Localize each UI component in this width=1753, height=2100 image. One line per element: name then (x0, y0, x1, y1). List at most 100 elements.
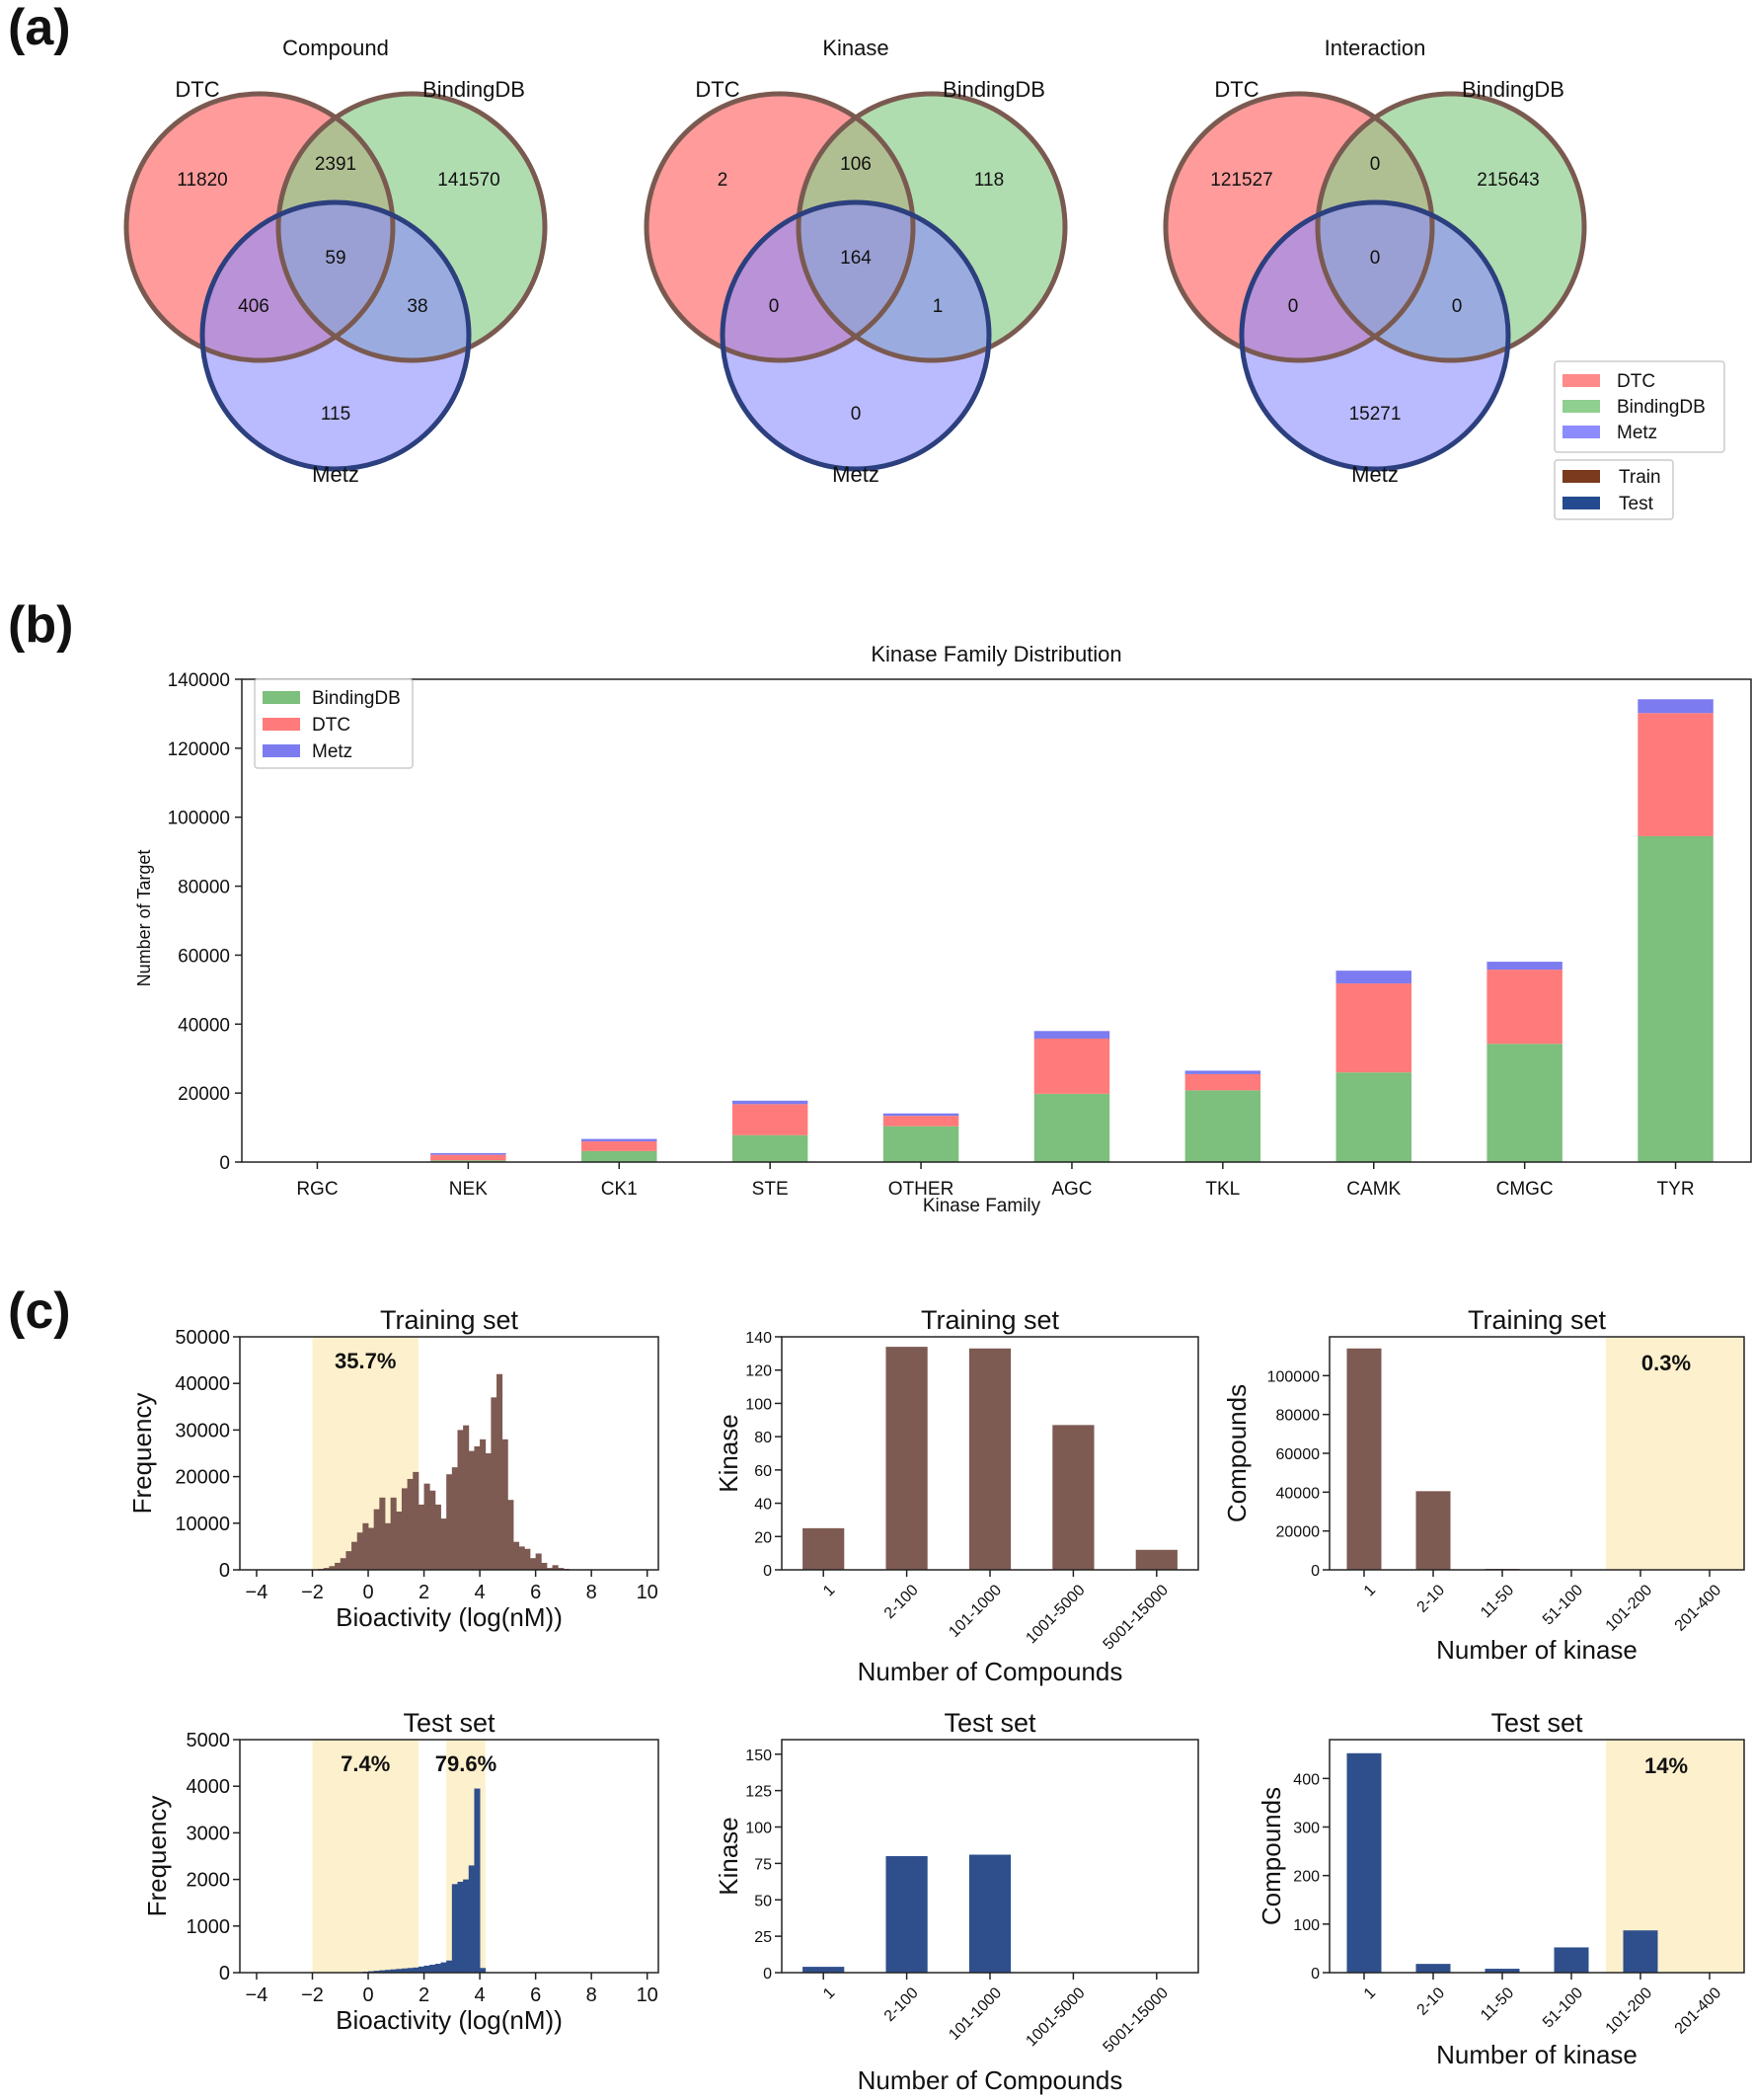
x-tick-label-ck1: CK1 (601, 1179, 638, 1200)
bar-bindingdb-tyr (1638, 835, 1714, 1162)
y-tick-label: 40000 (178, 1015, 230, 1036)
hist-bar (463, 1879, 470, 1973)
x-tick-label-5001-15000: 5001-15000 (1101, 1984, 1172, 2056)
hist-bar (401, 1968, 408, 1973)
hist-bar (451, 1467, 458, 1570)
hist-bar (491, 1397, 497, 1570)
legend-label-test: Test (1619, 494, 1654, 514)
y-axis-label: Number of Target (134, 850, 154, 987)
x-tick-label: −4 (246, 1984, 268, 2006)
venn-set-label-bindingdb: BindingDB (1462, 77, 1564, 102)
bar-dtc-nek (430, 1154, 506, 1161)
hist-bar (468, 1865, 475, 1973)
histogram-test: 0 1000 2000 3000 4000 5000 −4 −2 0 2 4 6 8 10 Test set… (142, 1708, 659, 2035)
legend-label-train: Train (1619, 467, 1661, 488)
y-tick-label: 125 (745, 1784, 772, 1801)
venn-bindingdb-border (275, 91, 548, 363)
hist-bar (474, 1788, 481, 1973)
x-tick-label: 10 (637, 1582, 658, 1603)
y-tick-label: 100 (1293, 1917, 1320, 1934)
venn-value-dtc-metz: 0 (1288, 296, 1299, 317)
bar-bindingdb-ck1 (581, 1150, 657, 1162)
hist-bar (340, 1558, 346, 1570)
bar-metz-camk (1335, 971, 1411, 984)
hist-bar (373, 1971, 380, 1973)
legend-label-bindingdb: BindingDB (1617, 397, 1706, 418)
chart-title: Test set (1490, 1708, 1583, 1738)
x-axis-label: Bioactivity (log(nM)) (336, 2005, 563, 2035)
y-tick-label: 20 (754, 1529, 772, 1546)
y-tick-label: 75 (754, 1856, 772, 1873)
legend-swatch-metz (1562, 426, 1600, 438)
y-tick-label: 400 (1293, 1771, 1320, 1788)
bar-metz-tyr (1638, 699, 1714, 714)
hist-bar (390, 1497, 397, 1570)
x-tick-label-cmgc: CMGC (1496, 1179, 1554, 1200)
hist-bar (446, 1960, 453, 1973)
x-tick-label-101-200: 101-200 (1603, 1984, 1656, 2038)
x-tick-label: 2 (419, 1984, 429, 2006)
hist-bar (429, 1964, 436, 1973)
x-tick-label-1: 1 (1361, 1984, 1379, 2002)
venn-metz-border (199, 199, 472, 472)
hist-bar (434, 1504, 441, 1570)
hist-bar (418, 1504, 424, 1570)
bar-101-200 (1623, 1930, 1658, 1973)
venn-set-label-metz: Metz (832, 462, 879, 487)
legend-label-metz: Metz (312, 741, 352, 762)
x-tick-label: 0 (362, 1984, 373, 2006)
bar-1001-5000 (1052, 1425, 1095, 1570)
y-axis-label: Compounds (1257, 1787, 1286, 1925)
venn-legend-sets: DTC BindingDB Metz (1554, 360, 1725, 453)
percentage-annotation: 35.7% (335, 1349, 396, 1373)
venn-set-label-bindingdb: BindingDB (943, 77, 1045, 102)
venn-value-bindingdb-only: 141570 (437, 170, 499, 191)
y-tick-label: 0 (219, 1153, 230, 1174)
x-tick-label-2-10: 2-10 (1414, 1582, 1449, 1616)
y-tick-label: 60000 (178, 946, 230, 967)
x-axis-label: Number of kinase (1436, 2040, 1638, 2069)
bar-11-50 (1485, 1969, 1520, 1973)
hist-bar (423, 1483, 430, 1570)
x-tick-label: 8 (586, 1984, 597, 2006)
venn-set-label-dtc: DTC (1214, 77, 1258, 102)
venn-title: Kinase (822, 36, 888, 60)
hist-bar (468, 1450, 475, 1570)
x-tick-label: 2 (419, 1582, 429, 1603)
hist-bar (379, 1970, 386, 1973)
percentage-annotation: 14% (1644, 1753, 1688, 1778)
hist-bar (407, 1968, 414, 1973)
hist-bar (496, 1373, 503, 1570)
bar-metz-agc (1033, 1031, 1110, 1039)
venn-interaction: Interaction DTC BindingDB Metz 121527 0 215643… (1163, 36, 1587, 487)
bar-1 (802, 1527, 845, 1570)
legend-swatch-train (1562, 470, 1600, 483)
chart-title: Test set (403, 1708, 495, 1738)
kinase-legend: BindingDB DTC Metz (254, 678, 414, 769)
hist-bar (335, 1562, 342, 1570)
hist-bar (345, 1551, 352, 1570)
bar-2-10 (1415, 1491, 1451, 1570)
hist-bar (384, 1522, 392, 1570)
y-tick-label: 0 (1311, 1966, 1320, 1983)
hist-bar (474, 1445, 481, 1570)
bar-dtc-tyr (1638, 713, 1714, 836)
bar-metz-tkl (1184, 1070, 1261, 1074)
y-tick-label: 100000 (1267, 1368, 1320, 1385)
y-tick-label: 120000 (168, 739, 230, 760)
hist-bar (356, 1532, 363, 1570)
x-tick-label-201-400: 201-400 (1672, 1582, 1725, 1635)
panel-label-b: (b) (8, 596, 73, 654)
x-axis-label: Kinase Family (923, 1196, 1041, 1216)
y-axis-label: Compounds (1222, 1384, 1252, 1522)
legend-label-metz: Metz (1617, 423, 1657, 443)
chart-title: Training set (1468, 1305, 1607, 1335)
venn-compound: Compound DTC BindingDB Metz 11820 2391 141570 5… (123, 36, 548, 487)
y-tick-label: 140000 (168, 670, 230, 691)
plot-frame (239, 1739, 659, 1974)
bar-metz-cmgc (1486, 962, 1562, 971)
bar-1 (1346, 1752, 1382, 1973)
y-tick-label: 300 (1293, 1821, 1320, 1837)
hist-bar (457, 1881, 464, 1973)
legend-swatch-dtc (263, 718, 300, 731)
